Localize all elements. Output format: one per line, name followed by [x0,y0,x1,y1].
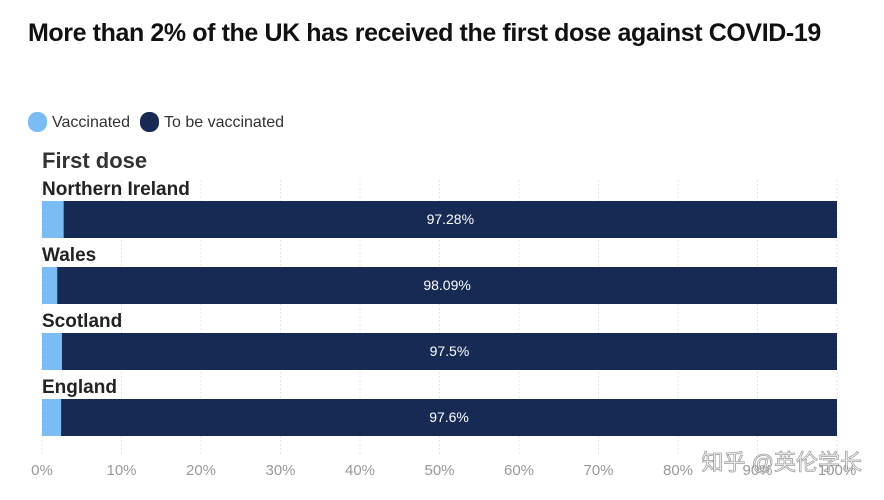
x-tick-label: 40% [345,462,375,479]
bar-segment [61,399,837,436]
category-label: England [42,377,117,398]
value-label: 97.5% [430,343,470,359]
x-tick-label: 10% [106,462,136,479]
value-label: 97.6% [429,409,469,425]
watermark: 知乎 @英伦学长 [702,450,862,475]
legend-swatch [28,112,47,132]
category-label: Wales [42,245,96,266]
category-label: Scotland [42,311,122,332]
x-tick-label: 80% [663,462,693,479]
bar-segment [42,399,62,436]
x-tick-label: 90% [742,462,772,479]
bar-segment [42,201,64,238]
x-tick-label: 20% [186,462,216,479]
bar-segment [42,333,62,370]
subtitle: First dose [42,148,147,173]
x-tick-label: 70% [583,462,613,479]
bar-segment [42,267,58,304]
bar-segment [57,267,837,304]
bar-segment [61,333,837,370]
bar-segment [63,201,837,238]
x-tick-label: 30% [265,462,295,479]
x-tick-label: 100% [818,462,856,479]
x-tick-label: 60% [504,462,534,479]
legend-label: To be vaccinated [164,114,284,131]
x-tick-label: 0% [31,462,53,479]
value-label: 97.28% [427,211,474,227]
chart-title: More than 2% of the UK has received the … [28,19,821,47]
category-label: Northern Ireland [42,179,190,200]
value-label: 98.09% [423,277,470,293]
x-tick-label: 50% [424,462,454,479]
legend-label: Vaccinated [52,114,130,131]
legend-swatch [139,112,159,132]
